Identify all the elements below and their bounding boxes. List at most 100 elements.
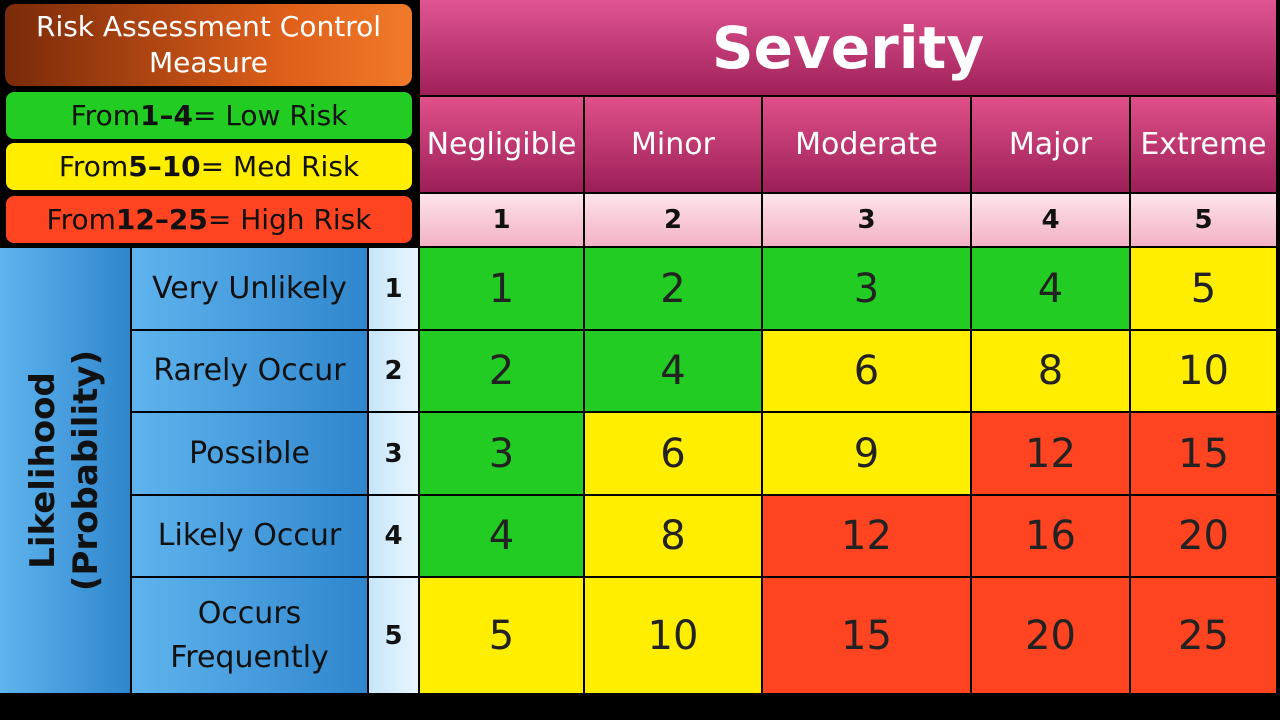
row-name: Possible	[189, 435, 310, 471]
row-rank: 1	[369, 248, 418, 329]
column-name: Minor	[631, 127, 715, 162]
risk-score: 3	[853, 265, 880, 312]
row-header: Occurs Frequently	[132, 578, 367, 693]
legend-item: From 5 – 10 = Med Risk	[6, 143, 412, 190]
risk-cell: 25	[1131, 578, 1276, 693]
risk-score: 25	[1178, 612, 1229, 659]
risk-score: 2	[488, 348, 515, 394]
legend-title-text: Risk Assessment Control Measure	[35, 9, 381, 79]
legend-max: 25	[168, 203, 208, 236]
risk-cell: 6	[585, 413, 761, 494]
risk-cell: 16	[972, 496, 1129, 576]
risk-cell: 4	[972, 248, 1129, 329]
row-header: Possible	[132, 413, 367, 494]
legend-label: = High Risk	[207, 203, 372, 236]
legend-title: Risk Assessment Control Measure	[5, 4, 412, 86]
severity-title-text: Severity	[711, 13, 985, 82]
column-rank: 2	[585, 194, 761, 246]
row-rank: 1	[384, 273, 403, 304]
risk-score: 4	[660, 348, 686, 394]
legend-item: From 12 – 25 = High Risk	[6, 196, 412, 243]
risk-cell: 12	[763, 496, 970, 576]
risk-score: 15	[841, 612, 892, 659]
risk-score: 3	[488, 430, 515, 477]
row-header: Very Unlikely	[132, 248, 367, 329]
risk-cell: 2	[420, 331, 583, 411]
risk-score: 4	[1037, 265, 1064, 312]
risk-cell: 15	[1131, 413, 1276, 494]
column-header: Major	[972, 97, 1129, 192]
risk-score: 6	[853, 348, 880, 394]
risk-score: 10	[647, 612, 699, 659]
risk-cell: 10	[585, 578, 761, 693]
row-name: Likely Occur	[157, 518, 342, 554]
legend-item: From 1 – 4 = Low Risk	[6, 92, 412, 139]
risk-cell: 20	[1131, 496, 1276, 576]
legend-prefix: From	[70, 99, 140, 132]
row-name: Rarely Occur	[153, 353, 346, 389]
risk-cell: 3	[420, 413, 583, 494]
column-name: Major	[1008, 127, 1093, 162]
risk-cell: 6	[763, 331, 970, 411]
risk-cell: 15	[763, 578, 970, 693]
row-rank: 4	[384, 521, 403, 551]
risk-cell: 8	[972, 331, 1129, 411]
column-header: Negligible	[420, 97, 583, 192]
legend-label: = Med Risk	[200, 150, 360, 183]
row-name: Very Unlikely	[152, 270, 347, 306]
legend-min: 1	[139, 99, 160, 132]
likelihood-title-line: Likelihood	[23, 372, 64, 569]
column-name: Moderate	[795, 127, 938, 162]
risk-score: 8	[1037, 348, 1064, 394]
risk-cell: 10	[1131, 331, 1276, 411]
column-rank: 3	[763, 194, 970, 246]
row-rank: 3	[384, 438, 403, 469]
risk-cell: 9	[763, 413, 970, 494]
risk-cell: 3	[763, 248, 970, 329]
severity-title: Severity	[420, 0, 1276, 95]
risk-score: 10	[1178, 348, 1229, 394]
risk-cell: 5	[420, 578, 583, 693]
column-rank: 5	[1131, 194, 1276, 246]
legend-separator: –	[159, 99, 174, 132]
column-rank: 3	[857, 205, 876, 235]
column-rank: 2	[663, 205, 683, 235]
column-rank: 1	[420, 194, 583, 246]
legend-min: 5	[128, 150, 148, 183]
column-header: Moderate	[763, 97, 970, 192]
legend-separator: –	[147, 150, 162, 183]
likelihood-title-text: Likelihood (Probability)	[23, 350, 108, 591]
row-header: Rarely Occur	[132, 331, 367, 411]
column-header: Extreme	[1131, 97, 1276, 192]
legend-max: 10	[161, 150, 201, 183]
legend-min: 12	[115, 203, 155, 236]
legend-max: 4	[173, 99, 193, 132]
column-rank: 4	[1041, 205, 1060, 235]
risk-score: 5	[1190, 265, 1217, 312]
column-name: Negligible	[426, 127, 577, 162]
row-rank: 3	[369, 413, 418, 494]
risk-score: 20	[1025, 612, 1076, 659]
likelihood-title-line: (Probability)	[66, 349, 106, 592]
risk-cell: 4	[420, 496, 583, 576]
risk-score: 20	[1178, 513, 1229, 559]
risk-cell: 12	[972, 413, 1129, 494]
column-name: Extreme	[1140, 127, 1267, 162]
column-rank: 4	[972, 194, 1129, 246]
row-header: Likely Occur	[132, 496, 367, 576]
risk-score: 1	[488, 265, 515, 312]
risk-cell: 8	[585, 496, 761, 576]
row-rank: 2	[384, 356, 403, 386]
column-rank: 5	[1194, 205, 1213, 235]
risk-score: 16	[1025, 513, 1076, 559]
risk-score: 9	[853, 430, 880, 477]
likelihood-title: Likelihood (Probability)	[0, 248, 130, 693]
row-name: Occurs Frequently	[170, 596, 329, 675]
column-rank: 1	[492, 205, 511, 235]
risk-score: 12	[1025, 430, 1076, 477]
risk-score: 4	[488, 513, 515, 559]
risk-cell: 1	[420, 248, 583, 329]
risk-cell: 20	[972, 578, 1129, 693]
row-rank: 2	[369, 331, 418, 411]
